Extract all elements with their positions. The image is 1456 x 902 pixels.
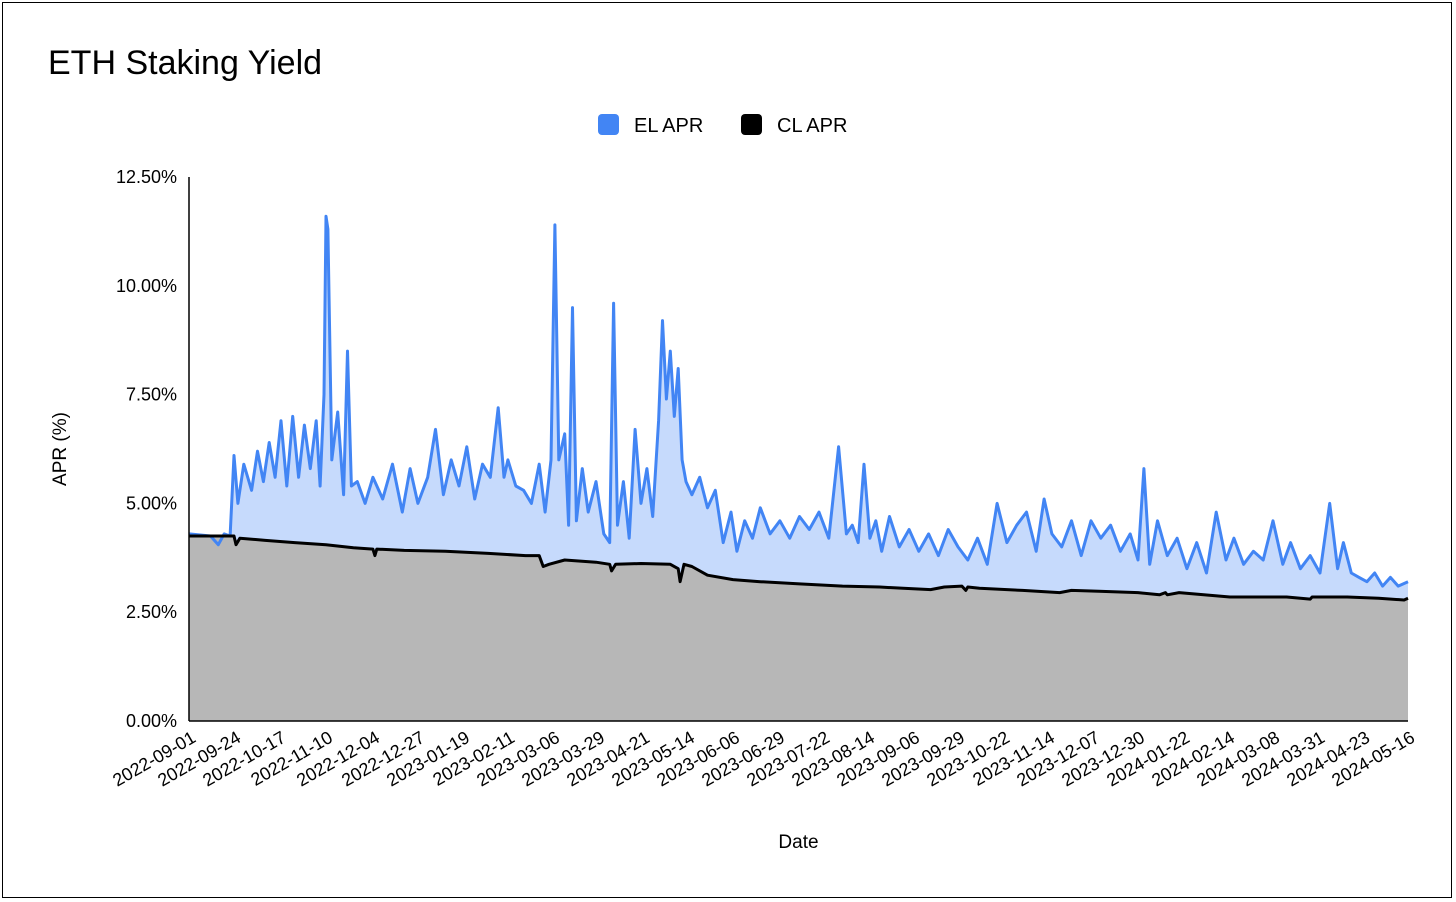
x-axis-title: Date — [778, 832, 818, 853]
cl-apr-legend-swatch — [741, 114, 762, 135]
el-apr-line — [188, 214, 1409, 588]
y-axis-title: APR (%) — [50, 412, 71, 486]
axes — [188, 177, 1408, 722]
cl-apr-area — [189, 536, 1408, 721]
chart-title: ETH Staking Yield — [48, 44, 323, 82]
y-tick-label: 12.50% — [116, 167, 177, 187]
el-apr-legend-swatch — [598, 114, 619, 135]
y-tick-labels: 0.00% 2.50% 5.00% 7.50% 10.00% 12.50% — [116, 167, 177, 731]
y-tick-label: 0.00% — [126, 711, 177, 731]
y-tick-label: 5.00% — [126, 493, 177, 513]
series-areas — [189, 216, 1408, 721]
el-apr-legend-label: EL APR — [634, 115, 703, 137]
y-tick-label: 10.00% — [116, 276, 177, 296]
y-tick-label: 7.50% — [126, 385, 177, 405]
cl-apr-legend-label: CL APR — [777, 115, 847, 137]
legend: EL APR CL APR — [598, 114, 847, 137]
cl-apr-line — [189, 534, 1409, 602]
x-tick-labels: 2022-09-012022-09-242022-10-172022-11-10… — [109, 727, 1418, 790]
series-lines — [188, 214, 1409, 602]
y-tick-label: 2.50% — [126, 602, 177, 622]
